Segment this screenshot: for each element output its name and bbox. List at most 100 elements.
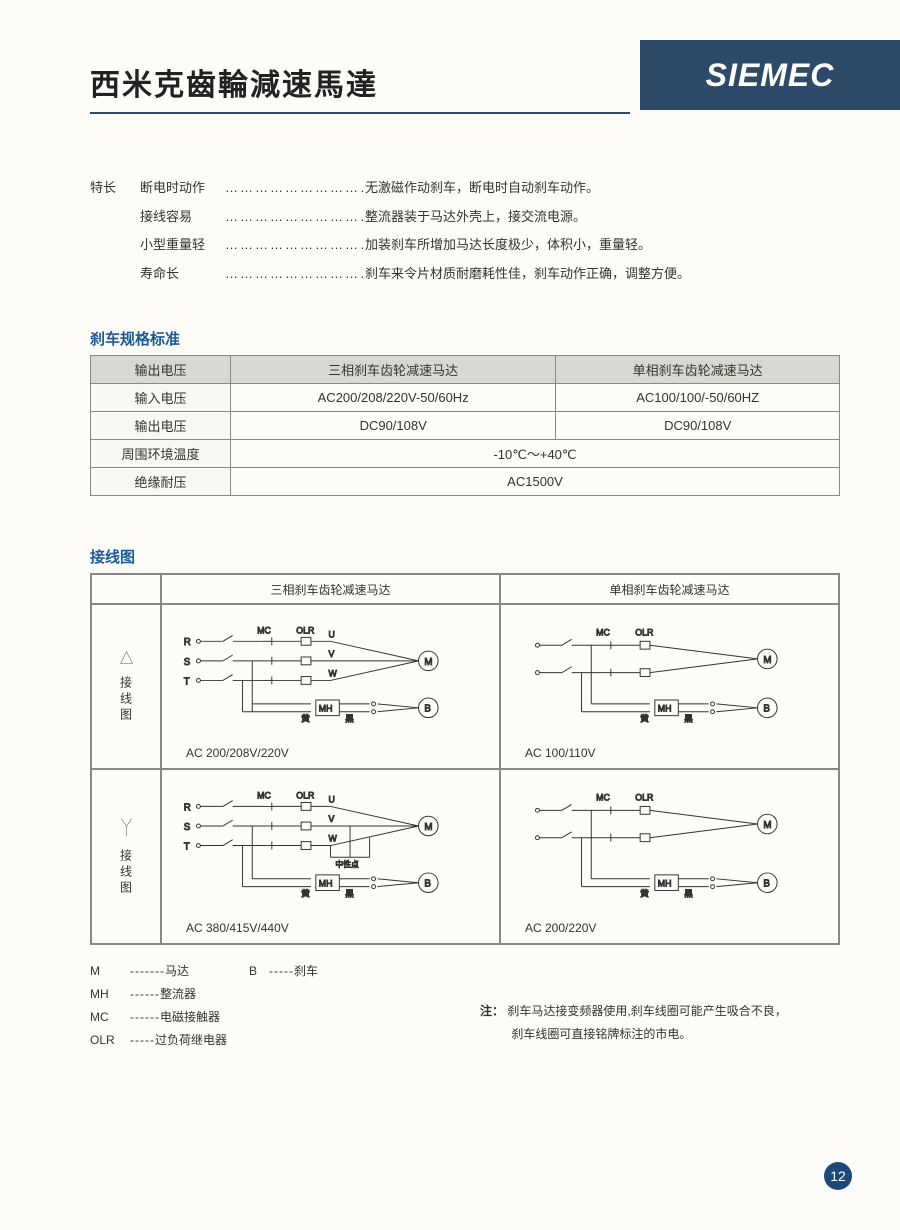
wiring-col-header: 三相刹车齿轮减速马达 bbox=[161, 574, 500, 604]
circuit-cell: R S T MC OLR U V W bbox=[161, 604, 500, 769]
wiring-col-header: 单相刹车齿轮减速马达 bbox=[500, 574, 839, 604]
table-cell: AC200/208/220V-50/60Hz bbox=[231, 384, 556, 412]
svg-text:S: S bbox=[184, 822, 191, 833]
brand-box: SIEMEC bbox=[640, 40, 900, 110]
feature-row: 接线容易 …………………………… 整流器装于马达外壳上，接交流电源。 bbox=[90, 203, 840, 232]
legend-dash: ----- bbox=[130, 1029, 155, 1052]
page-number-badge: 12 bbox=[824, 1162, 852, 1190]
svg-text:M: M bbox=[424, 822, 432, 833]
table-cell: DC90/108V bbox=[231, 412, 556, 440]
svg-text:MH: MH bbox=[658, 879, 672, 889]
svg-text:黑: 黑 bbox=[345, 889, 354, 899]
legend-left: M ------- 马达 B ----- 刹车 MH ------ 整流器 MC… bbox=[90, 960, 480, 1051]
svg-text:W: W bbox=[329, 834, 338, 844]
circuit-caption: AC 200/220V bbox=[513, 921, 596, 935]
legend-row: M ------- 马达 B ----- 刹车 bbox=[90, 960, 480, 983]
svg-text:M: M bbox=[763, 655, 771, 666]
circuit-cell: MC OLR M 黄 MH 黑 B A bbox=[500, 769, 839, 944]
circuit-caption: AC 200/208V/220V bbox=[174, 746, 289, 760]
row-label: 输入电压 bbox=[91, 384, 231, 412]
table-header-row: 输出电压 三相刹车齿轮减速马达 单相刹车齿轮减速马达 bbox=[91, 356, 840, 384]
svg-text:黑: 黑 bbox=[684, 714, 693, 724]
svg-text:MC: MC bbox=[596, 628, 610, 638]
svg-text:B: B bbox=[424, 879, 431, 890]
svg-text:B: B bbox=[763, 704, 770, 715]
feature-term: 接线容易 bbox=[140, 203, 225, 232]
svg-text:M: M bbox=[763, 820, 771, 831]
note-line: 刹车线圈可直接铭牌标注的市电。 bbox=[511, 1027, 691, 1041]
feature-desc: 加装刹车所增加马达长度极少，体积小，重量轻。 bbox=[365, 231, 840, 260]
note-block: 注： 刹车马达接变频器使用,刹车线圈可能产生吸合不良， 刹车线圈可直接铭牌标注的… bbox=[480, 960, 840, 1051]
table-header: 单相刹车齿轮减速马达 bbox=[556, 356, 840, 384]
feature-dots: …………………………… bbox=[225, 203, 365, 232]
content-area: 特长 断电时动作 ………………………… 无激磁作动刹车，断电时自动刹车动作。 接… bbox=[0, 104, 900, 1052]
legend-desc: 刹车 bbox=[294, 960, 318, 983]
table-header: 三相刹车齿轮减速马达 bbox=[231, 356, 556, 384]
legend-desc: 马达 bbox=[165, 960, 189, 983]
svg-text:MH: MH bbox=[319, 704, 333, 714]
svg-text:MH: MH bbox=[319, 879, 333, 889]
wiring-row-label: 接线图 bbox=[118, 849, 135, 897]
svg-text:T: T bbox=[184, 677, 190, 688]
svg-text:S: S bbox=[184, 657, 191, 668]
delta-symbol-icon bbox=[118, 649, 135, 666]
feature-dots: ………………………… bbox=[225, 174, 365, 203]
legend-dash: ----- bbox=[269, 960, 294, 983]
legend-dash: ------ bbox=[130, 983, 160, 1006]
feature-desc: 刹车来令片材质耐磨耗性佳，刹车动作正确，调整方便。 bbox=[365, 260, 840, 289]
legend-desc: 电磁接触器 bbox=[160, 1006, 220, 1029]
feature-desc: 整流器装于马达外壳上，接交流电源。 bbox=[365, 203, 840, 232]
features-block: 特长 断电时动作 ………………………… 无激磁作动刹车，断电时自动刹车动作。 接… bbox=[90, 174, 840, 288]
circuit-caption: AC 380/415V/440V bbox=[174, 921, 289, 935]
table-cell: DC90/108V bbox=[556, 412, 840, 440]
table-header: 输出电压 bbox=[91, 356, 231, 384]
svg-text:OLR: OLR bbox=[635, 793, 653, 803]
legend-desc: 过负荷继电器 bbox=[155, 1029, 227, 1052]
legend-code: MH bbox=[90, 983, 130, 1006]
svg-text:MC: MC bbox=[596, 793, 610, 803]
circuit-diagram: MC OLR M 黄 MH 黑 B bbox=[513, 613, 826, 742]
svg-text:MC: MC bbox=[257, 791, 271, 801]
wiring-corner bbox=[91, 574, 161, 604]
feature-row: 小型重量轻 ………………………… 加装刹车所增加马达长度极少，体积小，重量轻。 bbox=[90, 231, 840, 260]
wiring-row-label-cell: 接线图 bbox=[91, 604, 161, 769]
svg-text:V: V bbox=[329, 814, 335, 824]
svg-text:MH: MH bbox=[658, 704, 672, 714]
spec-table: 输出电压 三相刹车齿轮减速马达 单相刹车齿轮减速马达 输入电压 AC200/20… bbox=[90, 355, 840, 496]
page-header: 西米克齒輪減速馬達 SIEMEC bbox=[0, 0, 900, 104]
svg-text:R: R bbox=[184, 638, 191, 649]
svg-text:中性点: 中性点 bbox=[335, 859, 359, 869]
row-label: 输出电压 bbox=[91, 412, 231, 440]
features-label: 特长 bbox=[90, 174, 140, 203]
svg-text:W: W bbox=[329, 669, 338, 679]
legend-row: MH ------ 整流器 bbox=[90, 983, 480, 1006]
legend-dash: ------- bbox=[130, 960, 165, 983]
svg-text:MC: MC bbox=[257, 626, 271, 636]
table-cell: AC1500V bbox=[231, 468, 840, 496]
legend-row: OLR ----- 过负荷继电器 bbox=[90, 1029, 480, 1052]
svg-text:黑: 黑 bbox=[345, 714, 354, 724]
legend-desc: 整流器 bbox=[160, 983, 196, 1006]
wiring-grid: 三相刹车齿轮减速马达 单相刹车齿轮减速马达 接线图 R S T MC bbox=[90, 573, 840, 945]
svg-text:V: V bbox=[329, 649, 335, 659]
feature-row: 特长 断电时动作 ………………………… 无激磁作动刹车，断电时自动刹车动作。 bbox=[90, 174, 840, 203]
legend-code: B bbox=[249, 960, 269, 983]
table-row: 输入电压 AC200/208/220V-50/60Hz AC100/100/-5… bbox=[91, 384, 840, 412]
feature-dots: ………………………… bbox=[225, 231, 365, 260]
svg-text:黑: 黑 bbox=[684, 889, 693, 899]
svg-text:黄: 黄 bbox=[640, 888, 649, 899]
title-underline bbox=[90, 112, 630, 114]
svg-text:黄: 黄 bbox=[301, 713, 310, 724]
feature-desc: 无激磁作动刹车，断电时自动刹车动作。 bbox=[365, 174, 840, 203]
svg-text:M: M bbox=[424, 657, 432, 668]
circuit-cell: R S T MC OLR U V W bbox=[161, 769, 500, 944]
circuit-diagram: MC OLR M 黄 MH 黑 B bbox=[513, 778, 826, 917]
note-label: 注： bbox=[480, 1004, 504, 1018]
circuit-diagram: R S T MC OLR U V W bbox=[174, 778, 487, 917]
svg-text:黄: 黄 bbox=[640, 713, 649, 724]
circuit-diagram: R S T MC OLR U V W bbox=[174, 613, 487, 742]
note-line: 刹车马达接变频器使用,刹车线圈可能产生吸合不良， bbox=[507, 1004, 786, 1018]
svg-text:OLR: OLR bbox=[635, 628, 653, 638]
circuit-caption: AC 100/110V bbox=[513, 746, 596, 760]
svg-text:U: U bbox=[329, 630, 335, 640]
